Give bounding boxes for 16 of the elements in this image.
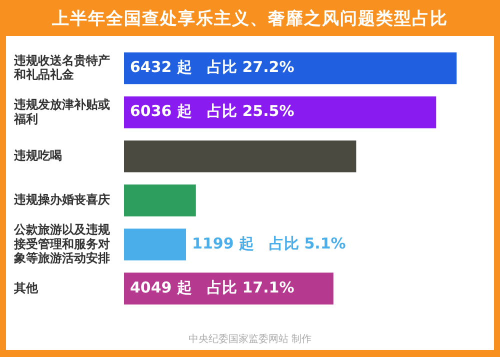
text: 中央纪委国家监委网站 制作	[187, 332, 313, 346]
data-label: 6432 起 占比 27.2%	[130, 58, 294, 76]
y-tick-label: 违规操办婚丧喜庆	[13, 192, 110, 207]
data-label: 6036 起 占比 25.5%	[130, 102, 294, 120]
data-label: 1199 起 占比 5.1%	[192, 234, 346, 252]
y-tick-label: 违规吃喝	[13, 148, 62, 163]
y-tick-label: 公款旅游以及违规接受管理和服务对象等旅游活动安排	[13, 222, 111, 266]
y-tick-label: 违规收送名贵特产和礼品礼金	[13, 53, 110, 82]
bar	[124, 184, 196, 216]
y-tick-label: 其他	[13, 280, 39, 295]
bar	[124, 140, 356, 172]
bar	[124, 228, 186, 260]
bar	[124, 52, 457, 84]
bar	[124, 96, 436, 128]
chart-title: 上半年全国查处享乐主义、奢靡之风问题类型占比	[51, 8, 449, 31]
data-label: 4049 起 占比 17.1%	[130, 278, 294, 296]
